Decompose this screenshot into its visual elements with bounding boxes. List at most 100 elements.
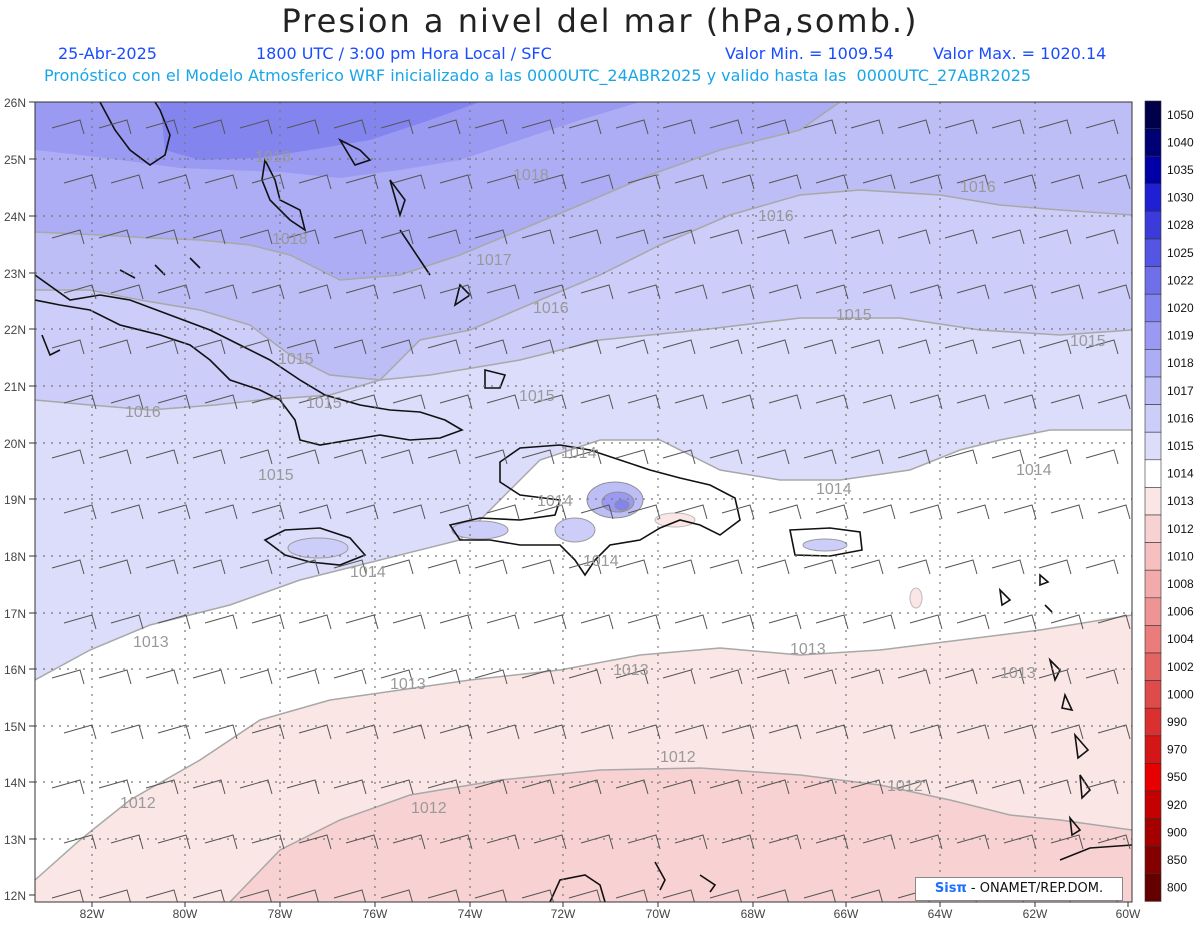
wind-barb	[756, 449, 790, 465]
wind-barb	[157, 834, 191, 850]
wind-barb	[98, 229, 132, 245]
wind-barb	[1038, 669, 1072, 685]
lat-label: 13N	[4, 833, 26, 847]
wind-barb	[909, 504, 943, 520]
colorbar-swatch	[1144, 238, 1162, 267]
wind-barb	[662, 339, 696, 355]
colorbar-label: 920	[1167, 798, 1187, 812]
colorbar-swatch	[1144, 349, 1162, 378]
model-run-info: Pronóstico con el Modelo Atmosferico WRF…	[44, 66, 1032, 85]
lon-label: 66W	[834, 907, 859, 921]
wind-barb	[850, 119, 884, 135]
wind-barb	[98, 889, 131, 902]
wind-barb	[674, 504, 708, 520]
wind-barb	[63, 614, 97, 630]
wind-barb	[427, 229, 461, 245]
wind-barb	[533, 394, 567, 410]
wind-barb	[51, 229, 85, 245]
wind-barb	[721, 834, 755, 850]
contour-label: 1012	[411, 800, 447, 817]
wind-barb	[803, 229, 837, 245]
wind-barb	[768, 504, 802, 520]
wind-barb	[944, 229, 978, 245]
wind-barb	[1097, 504, 1131, 520]
wind-barb	[521, 889, 554, 902]
colorbar-swatch	[1144, 790, 1162, 819]
wind-barb	[803, 889, 836, 902]
wind-barb	[239, 339, 273, 355]
wind-barb	[897, 229, 931, 245]
wind-barb	[615, 779, 649, 795]
wind-barb	[1050, 504, 1084, 520]
wind-barb	[51, 669, 85, 685]
colorbar-label: 990	[1167, 715, 1187, 729]
wind-barb	[98, 669, 132, 685]
wind-barb	[286, 669, 320, 685]
colorbar-label: 1035	[1167, 163, 1194, 177]
wind-barb	[345, 834, 379, 850]
colorbar: 1050 1040 1035 1030 1028 1025 1022 1020 1019 1018…	[1144, 100, 1194, 902]
wind-barb	[862, 504, 896, 520]
wind-barb	[674, 834, 708, 850]
wind-barb	[521, 559, 555, 575]
wind-barb	[145, 119, 179, 135]
wind-barb	[991, 779, 1025, 795]
wind-barb	[298, 394, 332, 410]
max-value: Valor Max. = 1020.14	[933, 44, 1107, 63]
wind-barb	[568, 669, 602, 685]
wind-barb	[627, 174, 661, 190]
wind-barb	[251, 614, 285, 630]
wind-barb	[580, 504, 614, 520]
wind-barb	[1097, 284, 1131, 300]
wind-barb	[1085, 229, 1119, 245]
wind-barb	[110, 174, 144, 190]
wind-barb	[850, 229, 884, 245]
latitude-labels: 26N 25N 24N 23N 22N 21N 20N 19N 18N 17N …	[4, 96, 26, 903]
south-america-coastline	[549, 844, 1132, 902]
colorbar-label: 1020	[1167, 301, 1194, 315]
wind-barb	[803, 339, 837, 355]
colorbar-label: 1006	[1167, 605, 1194, 619]
colorbar-label: 950	[1167, 770, 1187, 784]
wind-barb	[239, 449, 273, 465]
wind-barb	[192, 779, 226, 795]
colorbar-swatch	[1144, 569, 1162, 599]
credit-text: - ONAMET/REP.DOM.	[966, 881, 1104, 896]
wind-barb	[98, 339, 132, 355]
wind-barb	[803, 449, 837, 465]
colorbar-swatch	[1144, 404, 1162, 433]
contour-label-layer: 1018 1018 1018 1017 1016 1016 1016 1016 …	[120, 149, 1106, 817]
wind-barb	[756, 889, 789, 902]
colorbar-label: 1022	[1167, 273, 1194, 287]
wind-barb	[991, 339, 1025, 355]
wind-barb	[521, 119, 555, 135]
wind-barb	[956, 614, 990, 630]
wind-barb	[568, 779, 602, 795]
wind-barb	[98, 449, 132, 465]
wind-barb	[568, 229, 602, 245]
wind-barb	[709, 119, 743, 135]
wind-barb	[427, 449, 461, 465]
wind-barb	[1003, 284, 1037, 300]
wind-barb	[1038, 559, 1072, 575]
wind-barb	[533, 834, 567, 850]
contour-label: 1013	[133, 634, 169, 651]
wind-barb	[157, 504, 191, 520]
wind-barb	[956, 394, 990, 410]
wind-barb	[897, 559, 931, 575]
wind-barb	[521, 449, 555, 465]
longitude-labels: 82W 80W 78W 76W 74W 72W 70W 68W 66W 64W …	[80, 907, 1141, 921]
colorbar-label: 970	[1167, 743, 1187, 757]
contour-label: 1012	[660, 749, 696, 766]
lon-label: 72W	[551, 907, 576, 921]
colorbar-label: 1010	[1167, 549, 1194, 563]
wind-barb	[721, 724, 755, 740]
wind-barb	[486, 394, 520, 410]
contour-label: 1018	[272, 231, 308, 248]
wind-barb	[815, 284, 849, 300]
wind-barb	[439, 284, 473, 300]
wind-barb	[439, 834, 473, 850]
lon-label: 60W	[1116, 907, 1141, 921]
wind-barb	[51, 339, 85, 355]
